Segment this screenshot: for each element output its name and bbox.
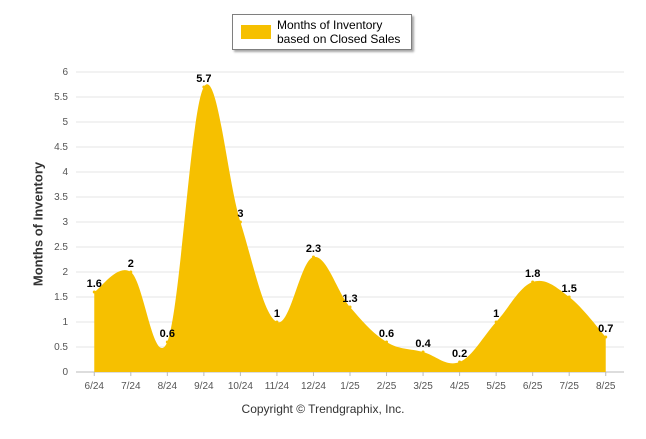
- y-tick-label: 5: [62, 117, 68, 128]
- data-point: [531, 280, 535, 284]
- x-tick-label: 12/24: [301, 381, 326, 392]
- data-point: [129, 270, 133, 274]
- x-tick-label: 6/24: [85, 381, 105, 392]
- x-tick-label: 3/25: [413, 381, 433, 392]
- y-tick-label: 1.5: [54, 292, 68, 303]
- legend: Months of Inventory based on Closed Sale…: [232, 14, 412, 50]
- data-point: [165, 340, 169, 344]
- data-label: 2: [128, 258, 134, 270]
- data-point: [421, 350, 425, 354]
- x-tick-label: 1/25: [340, 381, 360, 392]
- y-tick-label: 0: [62, 367, 68, 378]
- x-tick-label: 4/25: [450, 381, 470, 392]
- y-axis-title: Months of Inventory: [30, 161, 46, 287]
- data-label: 1.5: [562, 283, 577, 295]
- data-label: 2.3: [306, 243, 321, 255]
- x-tick-label: 8/24: [158, 381, 178, 392]
- data-point: [385, 340, 389, 344]
- legend-label: Months of Inventory based on Closed Sale…: [277, 18, 401, 46]
- x-tick-label: 7/25: [559, 381, 579, 392]
- data-point: [604, 335, 608, 339]
- y-tick-label: 1: [62, 317, 68, 328]
- data-label: 0.6: [379, 328, 394, 340]
- data-point: [238, 220, 242, 224]
- data-label: 0.2: [452, 348, 467, 360]
- data-label: 1: [493, 308, 499, 320]
- y-tick-label: 3.5: [54, 192, 68, 203]
- data-point: [275, 320, 279, 324]
- data-label: 1.6: [87, 278, 102, 290]
- y-tick-label: 4.5: [54, 142, 68, 153]
- x-tick-label: 5/25: [486, 381, 506, 392]
- data-label: 0.7: [598, 323, 613, 335]
- data-label: 1.8: [525, 268, 540, 280]
- legend-swatch: [241, 25, 271, 39]
- data-point: [458, 360, 462, 364]
- series-area: [94, 84, 606, 372]
- data-label: 0.6: [160, 328, 175, 340]
- data-label: 1: [274, 308, 280, 320]
- x-tick-label: 11/24: [265, 381, 290, 392]
- y-tick-label: 2: [62, 267, 68, 278]
- y-tick-label: 4: [62, 167, 68, 178]
- data-point: [92, 290, 96, 294]
- data-point: [567, 295, 571, 299]
- data-point: [202, 85, 206, 89]
- copyright-text: Copyright © Trendgraphix, Inc.: [241, 402, 405, 416]
- data-label: 0.4: [415, 338, 431, 350]
- data-point: [311, 255, 315, 259]
- data-label: 3: [237, 208, 243, 220]
- x-tick-label: 6/25: [523, 381, 543, 392]
- data-point: [494, 320, 498, 324]
- x-tick-label: 2/25: [377, 381, 397, 392]
- y-tick-label: 0.5: [54, 342, 68, 353]
- x-tick-label: 10/24: [228, 381, 253, 392]
- y-tick-label: 5.5: [54, 92, 68, 103]
- data-label: 1.3: [342, 293, 357, 305]
- x-tick-label: 9/24: [194, 381, 214, 392]
- data-label: 5.7: [196, 73, 211, 85]
- y-tick-label: 3: [62, 217, 68, 228]
- y-tick-label: 2.5: [54, 242, 68, 253]
- data-point: [348, 305, 352, 309]
- x-tick-label: 8/25: [596, 381, 616, 392]
- y-tick-label: 6: [62, 67, 68, 78]
- x-tick-label: 7/24: [121, 381, 141, 392]
